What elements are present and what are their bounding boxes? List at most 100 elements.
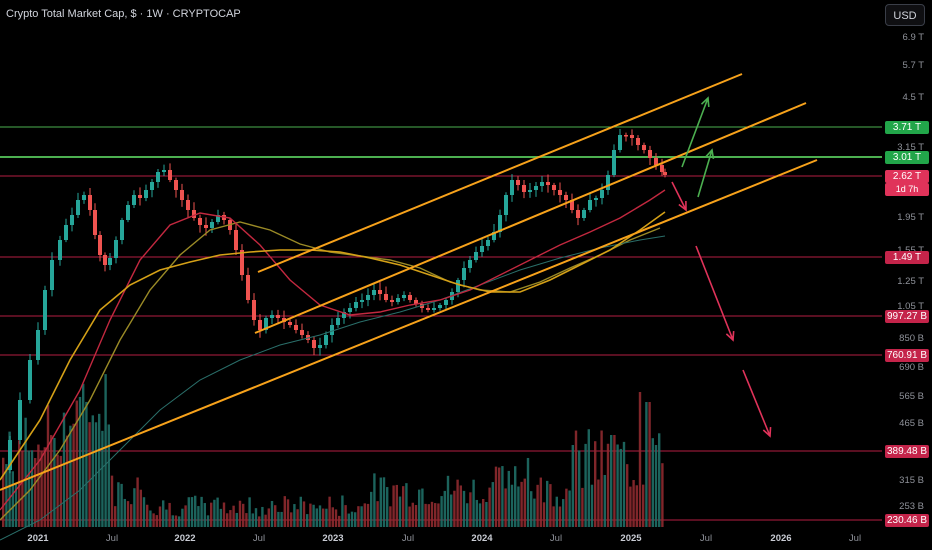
volume-bar [248,497,251,527]
volume-bar [242,503,245,527]
volume-bar [126,501,130,527]
volume-bar [523,478,526,527]
candle-body [324,335,328,345]
volume-bar [488,487,491,527]
volume-bar [491,482,494,527]
volume-bar [258,516,261,527]
volume-bar [270,500,274,527]
volume-bar [443,490,446,527]
candle-body [582,210,586,218]
volume-bar [536,484,539,527]
price-axis-label: 315 B [899,475,924,486]
candle-body [408,295,412,300]
candle-body [132,195,136,205]
volume-bar [453,490,456,527]
volume-bar [72,423,75,527]
volume-bar [149,510,152,527]
price-axis-label: 6.9 T [902,32,924,43]
volume-bar [552,506,555,527]
volume-bar [462,490,466,527]
candle-body [312,340,316,348]
volume-bar [501,466,504,527]
candle-body [43,290,47,330]
volume-bar [245,513,248,527]
time-axis-label: Jul [401,533,415,544]
volume-bar [168,502,171,527]
volume-bar [27,450,30,527]
volume-bar [174,515,178,527]
volume-bar [459,485,462,527]
volume-bar [85,401,88,527]
price-tag: 389.48 B [885,445,929,458]
volume-bar [382,477,386,527]
candle-body [360,300,364,302]
candle-body [474,252,478,260]
volume-bar [366,503,370,527]
time-axis-label: Jul [549,533,563,544]
candle-body [378,290,382,294]
candle-body [234,230,238,250]
time-axis-label: Jul [699,533,713,544]
price-axis-label: 690 B [899,362,924,373]
volume-bar [53,437,56,527]
volume-bar [334,509,338,527]
volume-bar [283,496,286,527]
volume-bar [360,506,363,527]
candle-body [612,150,616,175]
volume-bar [75,400,78,527]
volume-bar [232,505,235,527]
candle-body [103,255,107,265]
volume-bar [171,515,174,527]
candle-body [528,190,532,192]
volume-bar [395,484,398,527]
volume-bar [622,441,626,527]
volume-bar [213,499,216,527]
volume-bar [78,396,82,527]
volume-bar [357,506,360,527]
candle-body [510,180,514,195]
volume-bar [309,503,312,527]
price-axis-label: 1.25 T [897,276,924,287]
volume-bar [325,508,328,527]
candle-body [354,302,358,308]
volume-bar [376,501,379,527]
volume-bar [363,503,366,527]
volume-bar [510,484,514,527]
volume-bar [600,430,603,527]
channel-lower-line [0,159,818,491]
volume-bar [654,445,658,527]
volume-bar [130,504,133,527]
volume-bar [389,506,392,527]
currency-button[interactable]: USD [885,4,925,26]
volume-bar [469,492,472,527]
volume-bar [194,495,197,527]
volume-bar [34,458,37,527]
volume-bar [434,503,437,527]
candle-body [546,182,550,185]
candle-body [372,290,376,295]
price-axis-label: 1.05 T [897,301,924,312]
volume-bar [386,487,389,527]
volume-bar [446,475,450,527]
volume-bar [114,506,117,527]
candle-body [156,172,160,182]
volume-bar [152,513,155,527]
time-axis-label: 2021 [27,533,49,544]
volume-bar [635,485,638,527]
candle-body [342,312,346,318]
volume-bar [267,508,270,527]
volume-bar [373,473,376,527]
candle-body [270,315,274,318]
price-axis-label: 253 B [899,501,924,512]
candle-body [150,182,154,190]
candle-body [462,268,466,280]
volume-bar [338,515,341,527]
candle-body [144,190,148,198]
time-axis-label: 2026 [770,533,792,544]
volume-bar [610,435,613,527]
candle-body [438,305,442,308]
volume-bar [123,498,126,527]
volume-bar [632,480,635,527]
